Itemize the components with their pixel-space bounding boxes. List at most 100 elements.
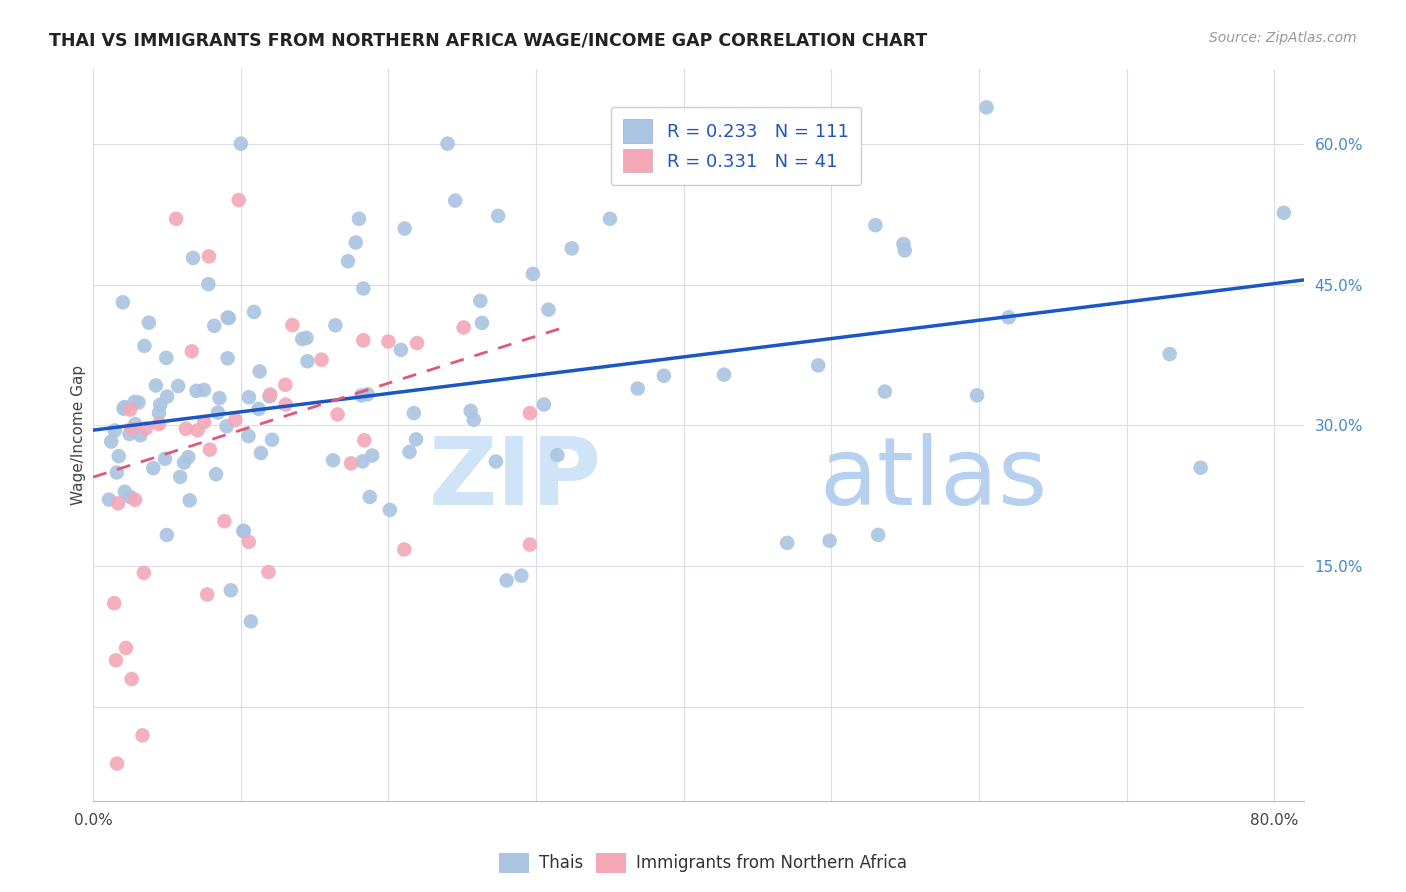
Point [249, 364, 271, 378]
Point [217, 351, 239, 366]
Point [155, 351, 177, 365]
Point [295, 331, 318, 345]
Point [121, 422, 143, 436]
Point [208, 391, 231, 405]
Point [198, 249, 221, 263]
Point [105, 466, 128, 480]
Point [522, 267, 544, 281]
Point [177, 450, 200, 464]
Point [104, 653, 127, 667]
Point [510, 568, 533, 582]
Point [132, 566, 155, 580]
Point [219, 583, 242, 598]
Point [232, 524, 254, 538]
Point [893, 244, 915, 258]
Point [873, 384, 896, 399]
Point [352, 281, 374, 295]
Point [352, 334, 374, 348]
Legend: R = 0.233   N = 111, R = 0.331   N = 41: R = 0.233 N = 111, R = 0.331 N = 41 [610, 107, 862, 185]
Point [1159, 347, 1181, 361]
Point [232, 524, 254, 538]
Point [356, 387, 378, 401]
Point [124, 492, 146, 507]
Point [107, 449, 129, 463]
Point [228, 193, 250, 207]
Point [111, 295, 134, 310]
Text: Source: ZipAtlas.com: Source: ZipAtlas.com [1209, 31, 1357, 45]
Point [238, 429, 260, 443]
Point [340, 456, 363, 470]
Point [405, 433, 427, 447]
Y-axis label: Wage/Income Gap: Wage/Income Gap [72, 365, 86, 505]
Point [148, 406, 170, 420]
Point [471, 316, 494, 330]
Point [120, 490, 142, 504]
Point [359, 490, 381, 504]
Point [893, 237, 915, 252]
Point [353, 434, 375, 448]
Point [148, 417, 170, 431]
Point [546, 448, 568, 462]
Text: THAI VS IMMIGRANTS FROM NORTHERN AFRICA WAGE/INCOME GAP CORRELATION CHART: THAI VS IMMIGRANTS FROM NORTHERN AFRICA … [49, 31, 928, 49]
Point [243, 305, 266, 319]
Point [169, 470, 191, 484]
Point [398, 445, 420, 459]
Point [142, 461, 165, 475]
Point [311, 352, 333, 367]
Point [173, 456, 195, 470]
Point [193, 415, 215, 429]
Point [485, 454, 508, 468]
Point [377, 334, 399, 349]
Point [198, 442, 221, 457]
Point [486, 209, 509, 223]
Point [239, 615, 262, 629]
Point [121, 672, 143, 686]
Point [107, 496, 129, 510]
Point [193, 383, 215, 397]
Point [186, 384, 208, 398]
Point [114, 400, 136, 414]
Point [134, 339, 156, 353]
Point [138, 316, 160, 330]
Point [179, 493, 201, 508]
Text: ZIP: ZIP [429, 433, 602, 524]
Point [115, 640, 138, 655]
Point [997, 310, 1019, 325]
Point [104, 424, 127, 438]
Point [187, 423, 209, 437]
Point [197, 277, 219, 292]
Point [337, 254, 360, 268]
Point [807, 359, 830, 373]
Point [217, 310, 239, 325]
Point [652, 368, 675, 383]
Point [347, 211, 370, 226]
Point [537, 302, 560, 317]
Point [868, 528, 890, 542]
Point [128, 395, 150, 409]
Point [274, 397, 297, 411]
Point [1272, 206, 1295, 220]
Point [519, 406, 541, 420]
Point [259, 389, 281, 403]
Point [153, 451, 176, 466]
Point [519, 537, 541, 551]
Point [98, 492, 121, 507]
Point [120, 402, 142, 417]
Point [105, 756, 128, 771]
Point [966, 388, 988, 402]
Point [181, 251, 204, 265]
Text: atlas: atlas [820, 433, 1047, 524]
Point [402, 406, 425, 420]
Point [378, 503, 401, 517]
Point [627, 382, 650, 396]
Point [250, 446, 273, 460]
Point [135, 421, 157, 435]
Point [238, 535, 260, 549]
Point [129, 428, 152, 442]
Point [218, 311, 240, 326]
Point [259, 387, 281, 401]
Point [533, 398, 555, 412]
Point [350, 388, 373, 402]
Point [776, 536, 799, 550]
Point [205, 467, 228, 482]
